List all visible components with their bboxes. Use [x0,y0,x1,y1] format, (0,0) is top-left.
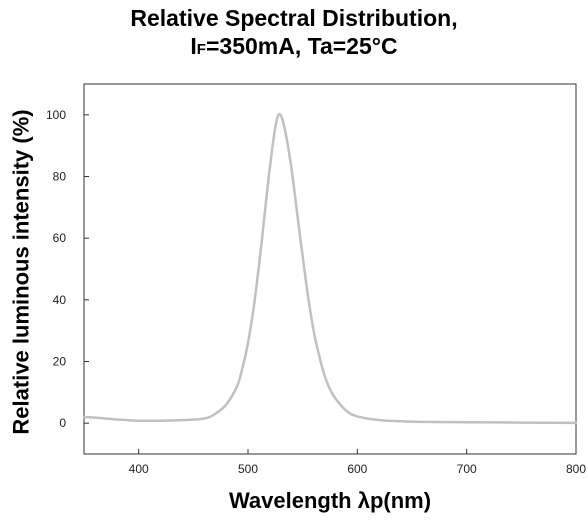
x-tick-label-700: 700 [457,462,477,476]
y-tick-label-100: 100 [46,108,66,122]
x-tick-label-400: 400 [129,462,149,476]
y-tick-label-20: 20 [53,355,67,369]
x-tick-label-800: 800 [566,462,586,476]
x-tick-label-600: 600 [347,462,367,476]
plot-frame [84,84,576,454]
spectrum-line-0 [84,114,576,423]
y-tick-label-80: 80 [53,170,67,184]
x-tick-label-500: 500 [238,462,258,476]
y-tick-label-0: 0 [59,416,66,430]
y-tick-label-60: 60 [53,231,67,245]
y-tick-label-40: 40 [53,293,67,307]
